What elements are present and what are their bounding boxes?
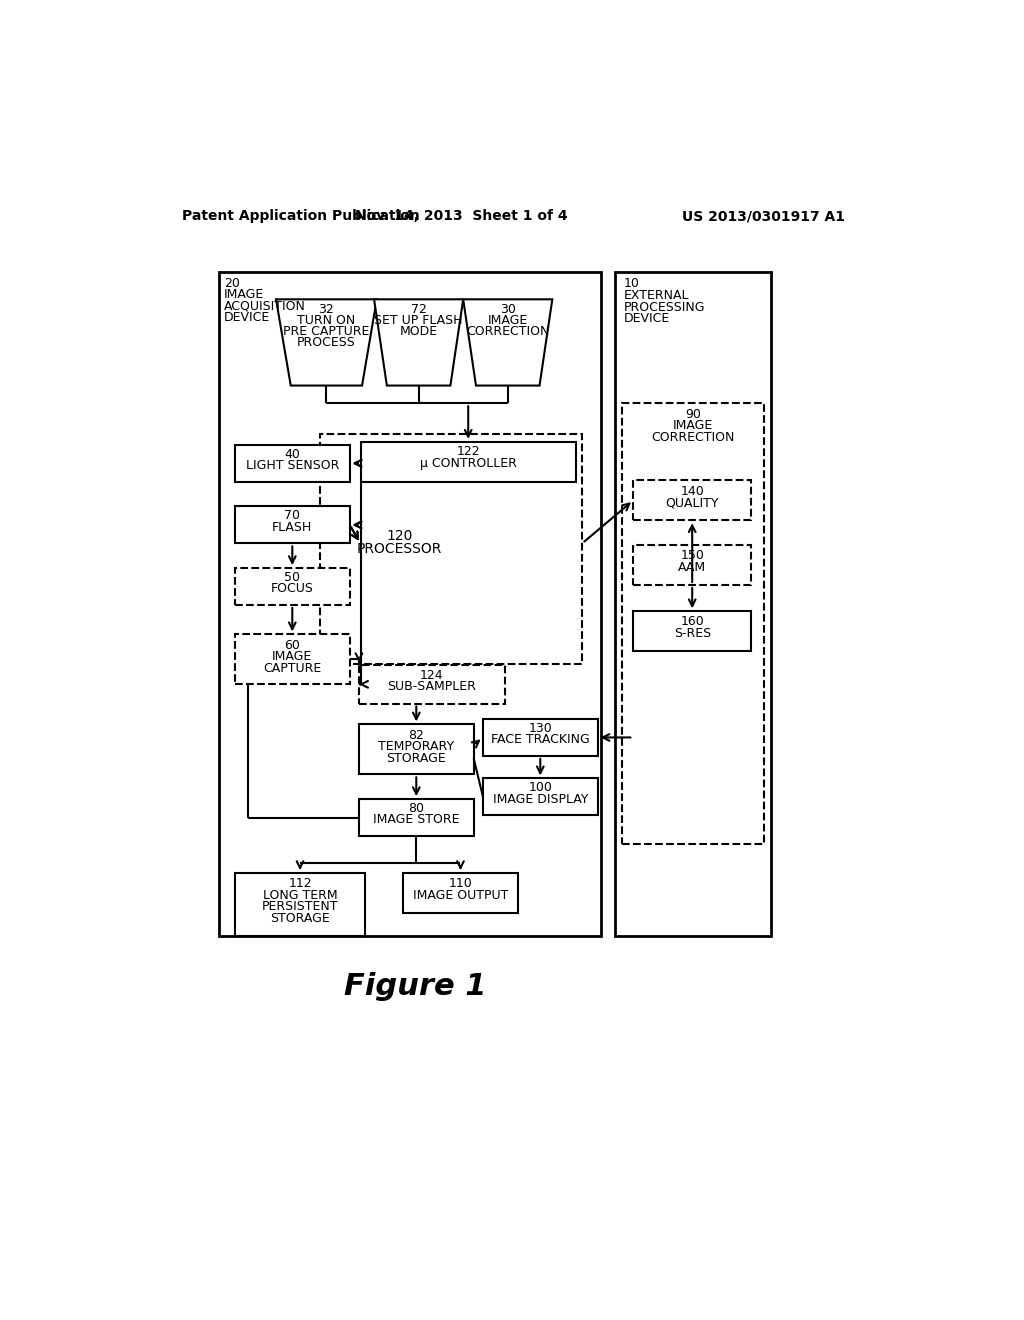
Text: 50: 50 — [285, 570, 300, 583]
Text: FACE TRACKING: FACE TRACKING — [490, 733, 590, 746]
Text: 70: 70 — [285, 510, 300, 523]
Bar — [633, 545, 751, 585]
Bar — [234, 568, 349, 605]
Text: 130: 130 — [528, 722, 552, 735]
Bar — [234, 635, 349, 684]
Text: IMAGE: IMAGE — [673, 418, 713, 432]
Text: 82: 82 — [409, 729, 424, 742]
Text: IMAGE: IMAGE — [487, 314, 528, 327]
Text: CAPTURE: CAPTURE — [263, 661, 322, 675]
Bar — [633, 480, 751, 520]
Bar — [359, 665, 505, 704]
Text: 40: 40 — [285, 447, 300, 461]
Bar — [234, 507, 349, 544]
Text: PROCESSING: PROCESSING — [624, 301, 706, 314]
Bar — [234, 873, 366, 936]
Bar — [614, 272, 771, 936]
Text: ACQUISITION: ACQUISITION — [224, 300, 306, 313]
Text: 120: 120 — [386, 529, 413, 543]
Text: 160: 160 — [680, 615, 705, 628]
Bar — [483, 719, 598, 756]
Text: 80: 80 — [409, 801, 424, 814]
Text: 110: 110 — [449, 878, 472, 890]
Bar — [623, 404, 764, 843]
Text: STORAGE: STORAGE — [386, 751, 446, 764]
Text: DEVICE: DEVICE — [624, 312, 671, 325]
Text: SET UP FLASH: SET UP FLASH — [375, 314, 463, 327]
Text: IMAGE DISPLAY: IMAGE DISPLAY — [493, 792, 588, 805]
Bar — [359, 799, 474, 836]
Text: 32: 32 — [318, 302, 334, 315]
Text: PROCESSOR: PROCESSOR — [356, 541, 442, 556]
Text: Figure 1: Figure 1 — [343, 972, 486, 1001]
Bar — [234, 445, 349, 482]
Text: 90: 90 — [685, 408, 700, 421]
Text: LONG TERM: LONG TERM — [263, 888, 337, 902]
Bar — [483, 779, 598, 816]
Text: SUB-SAMPLER: SUB-SAMPLER — [387, 680, 476, 693]
Text: IMAGE: IMAGE — [224, 288, 264, 301]
Text: QUALITY: QUALITY — [666, 496, 719, 510]
Text: AAM: AAM — [678, 561, 707, 574]
Text: S-RES: S-RES — [674, 627, 711, 640]
Text: US 2013/0301917 A1: US 2013/0301917 A1 — [682, 209, 845, 223]
Bar — [403, 873, 518, 913]
Polygon shape — [374, 300, 463, 385]
Text: CORRECTION: CORRECTION — [651, 430, 734, 444]
Text: IMAGE OUTPUT: IMAGE OUTPUT — [413, 888, 508, 902]
Text: TEMPORARY: TEMPORARY — [378, 741, 455, 754]
Bar — [633, 611, 751, 651]
Text: μ CONTROLLER: μ CONTROLLER — [420, 457, 517, 470]
Polygon shape — [463, 300, 552, 385]
Text: 140: 140 — [680, 484, 705, 498]
Text: CORRECTION: CORRECTION — [466, 325, 550, 338]
Bar — [219, 272, 601, 936]
Polygon shape — [276, 300, 377, 385]
Text: IMAGE: IMAGE — [272, 649, 312, 663]
Text: PRE CAPTURE: PRE CAPTURE — [284, 325, 370, 338]
Text: LIGHT SENSOR: LIGHT SENSOR — [246, 459, 339, 473]
Text: 20: 20 — [224, 277, 240, 289]
Text: PROCESS: PROCESS — [297, 335, 355, 348]
Text: 10: 10 — [624, 277, 640, 289]
Text: EXTERNAL: EXTERNAL — [624, 289, 689, 302]
Text: 100: 100 — [528, 781, 552, 795]
Text: IMAGE STORE: IMAGE STORE — [373, 813, 460, 826]
Text: 30: 30 — [500, 302, 516, 315]
Text: FOCUS: FOCUS — [271, 582, 313, 595]
Bar — [359, 725, 474, 775]
Text: 150: 150 — [680, 549, 705, 562]
Text: MODE: MODE — [399, 325, 437, 338]
Text: Nov. 14, 2013  Sheet 1 of 4: Nov. 14, 2013 Sheet 1 of 4 — [355, 209, 567, 223]
Text: DEVICE: DEVICE — [224, 312, 270, 325]
Bar — [360, 442, 575, 482]
Text: 122: 122 — [457, 445, 480, 458]
Text: STORAGE: STORAGE — [270, 912, 330, 925]
Text: PERSISTENT: PERSISTENT — [262, 900, 338, 913]
Text: 124: 124 — [420, 668, 443, 681]
Bar — [321, 434, 583, 664]
Text: FLASH: FLASH — [272, 520, 312, 533]
Text: Patent Application Publication: Patent Application Publication — [182, 209, 420, 223]
Text: 72: 72 — [411, 302, 427, 315]
Text: TURN ON: TURN ON — [297, 314, 355, 327]
Text: 60: 60 — [285, 639, 300, 652]
Text: 112: 112 — [288, 878, 312, 890]
